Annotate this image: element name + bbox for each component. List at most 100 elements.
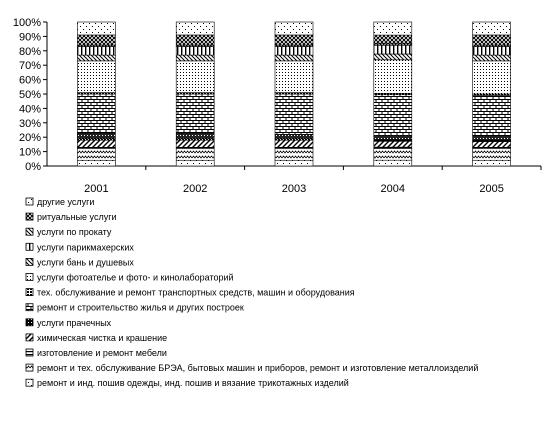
y-tick-label: 20%	[19, 132, 41, 144]
bar-segment	[274, 139, 314, 148]
bar-segment	[274, 21, 314, 36]
y-tick-label: 0%	[25, 161, 41, 173]
legend-item: тех. обслуживание и ремонт транспортных …	[25, 288, 355, 298]
bar-segment	[175, 34, 215, 46]
legend-label: ремонт и строительство жилья и других по…	[37, 303, 244, 313]
y-tick-label: 100%	[13, 17, 41, 29]
bar-segment	[77, 148, 116, 161]
x-tick-label: 2004	[381, 183, 405, 195]
bar-segment	[77, 159, 116, 167]
legend-item: ремонт и тех. обслуживание БРЭА, бытовых…	[25, 363, 478, 373]
bar-segment	[373, 94, 413, 136]
legend-item: услуги бань и душевых	[25, 257, 134, 267]
legend-item: услуги парикмахерских	[25, 242, 134, 252]
bar-segment	[274, 93, 314, 135]
bar-segment	[472, 60, 511, 95]
bar-segment	[472, 54, 511, 62]
legend-swatch	[25, 212, 34, 221]
legend-item: услуги фотоателье и фото- и кинолаборато…	[25, 273, 234, 283]
legend-label: химическая чистка и крашение	[37, 333, 167, 343]
legend-label: услуги по прокату	[37, 227, 112, 237]
bar-segment	[175, 93, 215, 134]
bar-segment	[472, 141, 511, 148]
legend-swatch	[25, 273, 34, 281]
bar-segment	[373, 44, 413, 55]
legend-swatch	[25, 303, 34, 312]
legend-label: тех. обслуживание и ремонт транспортных …	[37, 288, 355, 298]
bar-segment	[373, 159, 413, 167]
legend-swatch	[25, 227, 34, 236]
x-tick-label: 2005	[479, 183, 503, 195]
legend-item: услуги по прокату	[25, 227, 112, 237]
bar-segment	[373, 59, 413, 94]
bar-segment	[77, 54, 116, 62]
legend-label: ритуальные услуги	[37, 212, 117, 222]
bar-segment	[175, 159, 215, 167]
bar-segment	[175, 54, 215, 62]
legend-item: ремонт и инд. пошив одежды, инд. пошив и…	[25, 378, 349, 388]
bar-segment	[472, 95, 511, 137]
bar-segment	[373, 135, 413, 141]
bar-segment	[373, 34, 413, 45]
bar-segment	[175, 132, 215, 139]
legend-item: другие услуги	[25, 197, 94, 207]
legend-swatch	[25, 333, 34, 342]
bar-segment	[274, 148, 314, 161]
y-tick-label: 80%	[19, 46, 41, 58]
x-tick-label: 2002	[183, 183, 207, 195]
bar-segment	[472, 148, 511, 161]
legend-label: услуги фотоателье и фото- и кинолаборато…	[37, 273, 234, 283]
legend-label: другие услуги	[37, 197, 94, 207]
bar-segment	[373, 21, 413, 36]
legend-item: ритуальные услуги	[25, 212, 117, 222]
bar-segment	[77, 93, 116, 134]
bar-segment	[175, 21, 215, 36]
legend-swatch	[25, 288, 34, 297]
legend-swatch	[25, 318, 34, 327]
legend-swatch	[25, 242, 34, 251]
bar-segment	[77, 46, 116, 56]
y-tick-label: 60%	[19, 75, 41, 87]
bar-segment	[274, 46, 314, 56]
legend-label: услуги бань и душевых	[37, 257, 134, 267]
y-tick-label: 70%	[19, 60, 41, 72]
bar-segment	[274, 134, 314, 139]
legend-label: изготовление и ремонт мебели	[37, 348, 167, 358]
bar-segment	[472, 34, 511, 46]
legend-swatch	[25, 257, 34, 266]
bar-segment	[77, 60, 116, 93]
bar-segment	[472, 46, 511, 56]
bar-segment	[77, 132, 116, 139]
legend-item: изготовление и ремонт мебели	[25, 348, 167, 358]
legend-swatch	[25, 197, 34, 206]
legend-label: ремонт и инд. пошив одежды, инд. пошив и…	[37, 378, 349, 388]
legend-label: услуги парикмахерских	[37, 242, 134, 252]
bar-segment	[175, 139, 215, 148]
bar-segment	[175, 148, 215, 161]
bar-segment	[472, 21, 511, 36]
bar-segment	[77, 34, 116, 46]
legend-label: ремонт и тех. обслуживание БРЭА, бытовых…	[37, 363, 478, 373]
bar-segment	[373, 53, 413, 61]
bar-segment	[175, 46, 215, 56]
bar-segment	[77, 139, 116, 148]
bar-segment	[373, 140, 413, 148]
legend-label: услуги прачечных	[37, 318, 112, 328]
legend-swatch	[25, 348, 34, 357]
legend-item: химическая чистка и крашение	[25, 333, 167, 343]
y-tick-label: 30%	[19, 118, 41, 130]
y-tick-label: 90%	[19, 31, 41, 43]
bar-segment	[274, 34, 314, 46]
x-tick-label: 2003	[282, 183, 306, 195]
y-tick-label: 40%	[19, 103, 41, 115]
bar-segment	[274, 159, 314, 167]
bar-segment	[77, 21, 116, 36]
legend-swatch	[25, 363, 34, 372]
bar-segment	[472, 159, 511, 167]
legend-swatch	[25, 378, 34, 387]
bar-segment	[175, 60, 215, 93]
legend-item: ремонт и строительство жилья и других по…	[25, 303, 244, 313]
bar-segment	[472, 135, 511, 141]
y-tick-label: 50%	[19, 89, 41, 101]
